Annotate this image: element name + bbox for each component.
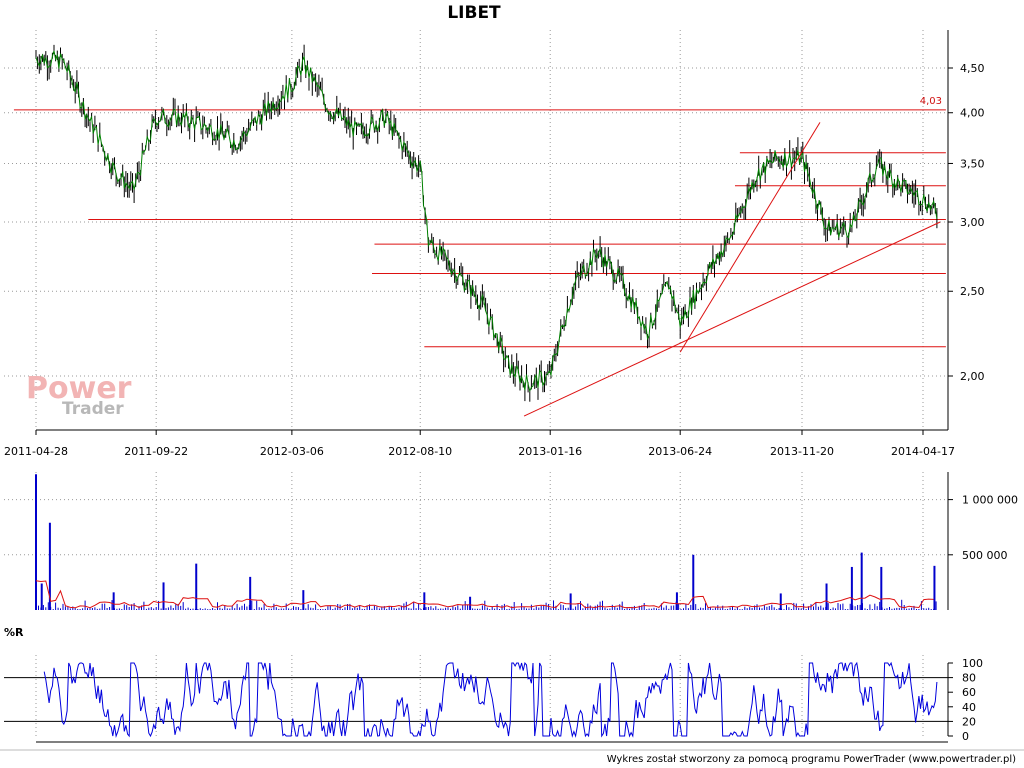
volume-tick-label-0: 1 000 000	[962, 494, 1018, 507]
support-resistance-levels	[13, 109, 946, 348]
price-tick-label-4: 2,50	[960, 285, 985, 298]
williams-r-title: %R	[4, 626, 24, 639]
williams-r-line	[43, 661, 938, 738]
wr-tick-label-0: 100	[962, 657, 983, 670]
volume-y-ticks: 1 000 000 500 000	[948, 494, 1018, 562]
volume-tick-label-1: 500 000	[962, 549, 1008, 562]
footer-credit: Wykres został stworzony za pomocą progra…	[607, 754, 1016, 765]
trendline-0	[523, 221, 941, 417]
date-tick-label-2: 2012-03-06	[260, 445, 324, 458]
date-tick-label-5: 2013-06-24	[648, 445, 712, 458]
wr-tick-label-5: 0	[962, 730, 969, 743]
wr-tick-label-1: 80	[962, 672, 976, 685]
volume-average-line	[35, 580, 934, 609]
level-label-4-03: 4,03	[920, 96, 942, 107]
trendlines	[523, 122, 941, 417]
wr-tick-label-2: 60	[962, 686, 976, 699]
wr-tick-label-4: 20	[962, 715, 976, 728]
date-tick-label-6: 2013-11-20	[770, 445, 834, 458]
price-tick-label-3: 3,00	[960, 216, 985, 229]
chart-title: LIBET	[447, 3, 501, 23]
trendline-1	[679, 122, 821, 353]
price-y-ticks: 4,50 4,00 3,50 3,00 2,50 2,00	[948, 62, 985, 383]
date-ticks: 2011-04-28 2011-09-22 2012-03-06 2012-08-10…	[4, 430, 955, 458]
watermark-power: Power	[26, 371, 132, 406]
volume-bars	[35, 474, 937, 610]
price-tick-label-5: 2,00	[960, 370, 985, 383]
price-tick-label-2: 3,50	[960, 157, 985, 170]
date-tick-label-4: 2013-01-16	[518, 445, 582, 458]
watermark-trader: Trader	[62, 399, 124, 419]
price-tick-label-0: 4,50	[960, 62, 985, 75]
date-tick-label-1: 2011-09-22	[124, 445, 188, 458]
price-line	[35, 50, 938, 393]
date-tick-label-7: 2014-04-17	[891, 445, 955, 458]
price-tick-label-1: 4,00	[960, 107, 985, 120]
date-tick-label-0: 2011-04-28	[4, 445, 68, 458]
date-tick-label-3: 2012-08-10	[388, 445, 452, 458]
wr-tick-label-3: 40	[962, 701, 976, 714]
williams-r-grid	[35, 655, 924, 736]
price-panel: Power Trader 4,03 4,50 4,00 3,50 3,00 2,50 2,…	[4, 30, 985, 458]
volume-panel: 1 000 000 500 000	[4, 472, 1018, 610]
